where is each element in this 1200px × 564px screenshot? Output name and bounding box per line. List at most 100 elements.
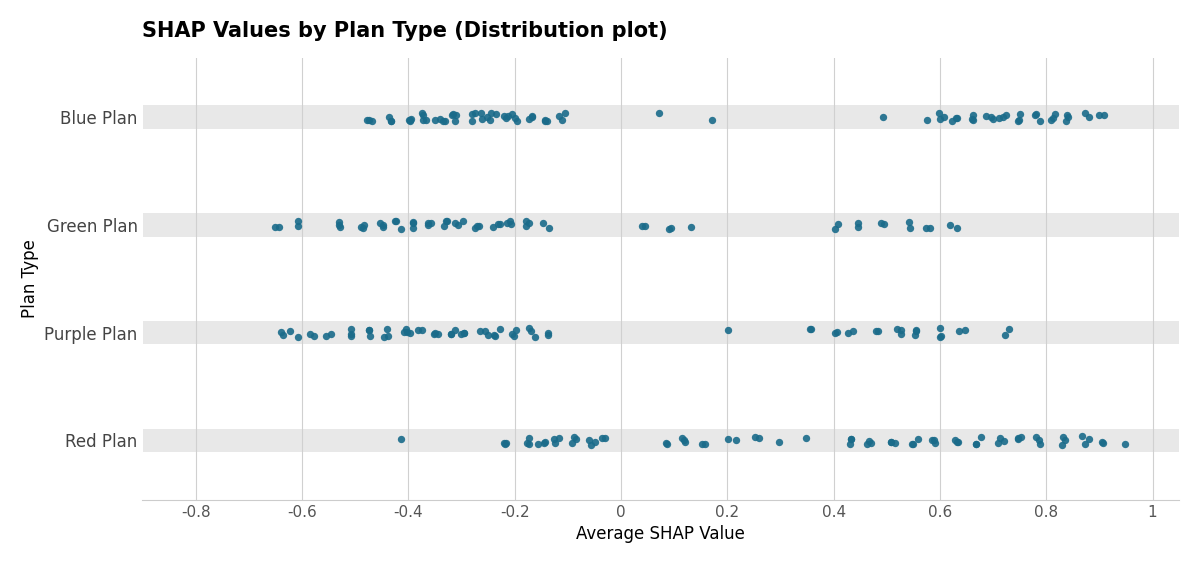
Point [902, 439, 922, 448]
Point [403, 223, 422, 232]
Point [841, 435, 860, 444]
Point [396, 324, 415, 333]
Point [300, 330, 319, 339]
Point [539, 331, 558, 340]
Point [848, 219, 868, 228]
Point [916, 224, 935, 233]
Point [480, 115, 499, 124]
Point [1045, 110, 1064, 119]
Point [994, 437, 1013, 446]
Point [491, 324, 510, 333]
Point [529, 440, 548, 449]
Point [989, 439, 1008, 448]
Point [905, 330, 924, 339]
Point [545, 434, 564, 443]
Point [400, 116, 419, 125]
Point [874, 219, 893, 228]
Point [892, 329, 911, 338]
Point [1009, 434, 1028, 443]
Point [403, 218, 422, 227]
Point [472, 108, 491, 117]
Point [360, 332, 379, 341]
Point [352, 223, 371, 232]
Point [930, 108, 949, 117]
Point [1052, 440, 1072, 449]
Point [964, 111, 983, 120]
Point [1115, 439, 1134, 448]
Point [1058, 113, 1078, 122]
Point [1093, 437, 1112, 446]
Point [395, 328, 414, 337]
Point [265, 223, 284, 232]
Point [500, 219, 520, 228]
Point [941, 221, 960, 230]
Point [436, 117, 455, 126]
Point [485, 331, 504, 340]
Point [1000, 325, 1019, 334]
Point [727, 435, 746, 444]
Point [382, 116, 401, 125]
Point [887, 324, 906, 333]
Point [481, 108, 500, 117]
Point [1009, 433, 1028, 442]
Point [430, 115, 449, 124]
Point [866, 326, 886, 335]
Y-axis label: Plan Type: Plan Type [20, 239, 38, 318]
Point [520, 439, 539, 448]
Point [455, 329, 474, 338]
Point [947, 113, 966, 122]
Point [391, 434, 410, 443]
Point [862, 439, 881, 448]
Text: SHAP Values by Plan Type (Distribution plot): SHAP Values by Plan Type (Distribution p… [143, 21, 668, 41]
Point [840, 439, 859, 448]
Point [539, 328, 558, 337]
Point [360, 115, 379, 124]
Point [496, 440, 515, 449]
Point [672, 433, 691, 442]
Point [281, 327, 300, 336]
Point [437, 217, 456, 226]
Point [403, 218, 422, 227]
Point [425, 329, 444, 338]
Point [1055, 435, 1074, 444]
Point [449, 221, 468, 230]
Point [802, 324, 821, 333]
Point [440, 329, 460, 338]
Point [516, 222, 535, 231]
Point [581, 440, 600, 449]
Point [451, 329, 470, 338]
Point [520, 324, 539, 333]
Point [917, 115, 936, 124]
Point [479, 331, 498, 340]
Point [505, 113, 524, 122]
Point [882, 438, 901, 447]
Point [401, 329, 420, 338]
Point [534, 438, 553, 447]
Point [534, 218, 553, 227]
Point [413, 116, 432, 125]
Point [564, 433, 583, 442]
Point [382, 116, 401, 125]
Point [886, 438, 905, 447]
Point [769, 437, 788, 446]
Point [649, 108, 668, 117]
Point [274, 330, 293, 339]
Point [342, 324, 361, 333]
Point [462, 117, 481, 126]
Point [658, 439, 677, 448]
Point [946, 436, 965, 445]
Point [353, 223, 372, 232]
Point [386, 216, 406, 225]
Bar [143, 105, 1180, 129]
Point [391, 224, 410, 233]
Point [595, 433, 614, 442]
Point [535, 438, 554, 447]
Bar [143, 321, 1180, 345]
Point [517, 439, 536, 448]
Point [488, 220, 508, 229]
Point [745, 432, 764, 441]
Point [522, 111, 541, 120]
Point [692, 439, 712, 448]
Point [962, 114, 982, 124]
Point [948, 437, 967, 446]
